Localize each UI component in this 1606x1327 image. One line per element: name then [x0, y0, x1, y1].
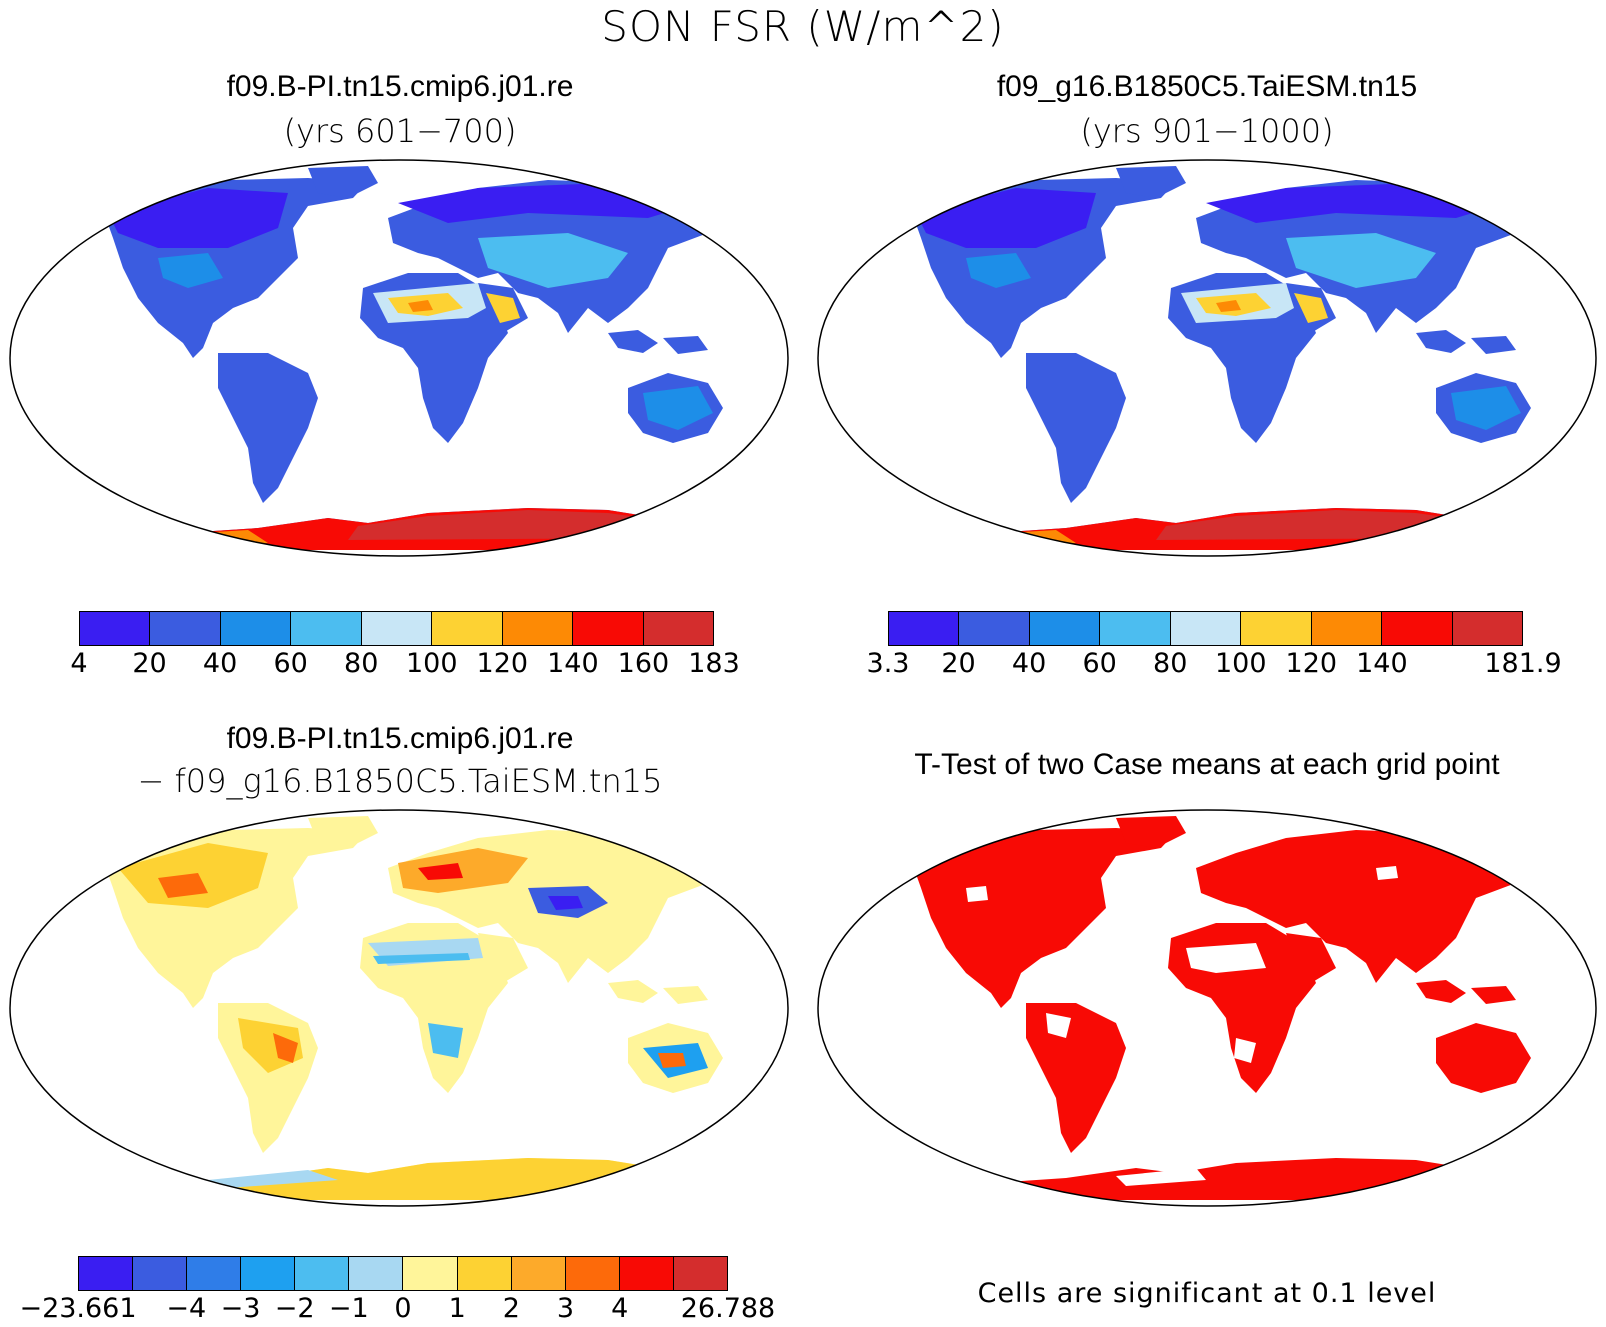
- colorbar-swatch: [241, 1257, 296, 1290]
- colorbar-tick-label: −4: [166, 1293, 207, 1324]
- colorbar-tick-label: 26.788: [680, 1293, 776, 1324]
- colorbar-tick-label: −2: [274, 1293, 315, 1324]
- colorbar-tick-label: 140: [1356, 648, 1408, 679]
- colorbar-tick-label: 120: [476, 648, 529, 679]
- colorbar-tick-label: 4: [70, 648, 88, 679]
- colorbar-swatch: [565, 1257, 620, 1290]
- colorbar-swatch: [457, 1257, 512, 1290]
- map-bottom-right: [816, 808, 1598, 1208]
- colorbar-tick-label: −1: [328, 1293, 369, 1324]
- colorbar-tick-label: 20: [132, 648, 167, 679]
- map-top-right: [816, 158, 1598, 558]
- colorbar-swatch: [361, 612, 433, 645]
- colorbar-swatch: [150, 612, 221, 645]
- colorbar-swatch: [1452, 612, 1522, 645]
- colorbar-swatch: [220, 612, 292, 645]
- colorbar-tick-label: 2: [502, 1293, 520, 1324]
- colorbar-tick-label: 80: [344, 648, 379, 679]
- colorbar-swatch: [1311, 612, 1383, 645]
- colorbar-tick-label: 3.3: [866, 648, 910, 679]
- colorbar-swatch: [1100, 612, 1171, 645]
- colorbar-tick-label: 100: [405, 648, 458, 679]
- colorbar-swatch: [291, 612, 362, 645]
- colorbar-tick-label: 20: [941, 648, 976, 679]
- colorbar-swatch: [1170, 612, 1242, 645]
- colorbar-swatch: [502, 612, 574, 645]
- colorbar-tick-label: 120: [1285, 648, 1338, 679]
- colorbar-tick-label: 4: [611, 1293, 629, 1324]
- figure-title: SON FSR (W/m^2): [601, 2, 1005, 51]
- colorbar-tick-label: 100: [1214, 648, 1267, 679]
- panel-title-bottom-left: f09.B-PI.tn15.cmip6.j01.re: [226, 722, 574, 755]
- colorbar-tick-label: 183: [688, 648, 740, 679]
- colorbar-tick-label: 40: [202, 648, 238, 679]
- panel-title-bottom-right: T-Test of two Case means at each grid po…: [914, 748, 1500, 781]
- panel-subtitle-top-right: (yrs 901−1000): [1080, 112, 1334, 150]
- colorbar-tick-label: 140: [547, 648, 599, 679]
- colorbar-bottom-left: [78, 1256, 728, 1291]
- colorbar-swatch: [79, 1257, 134, 1290]
- colorbar-swatch: [959, 612, 1030, 645]
- colorbar-swatch: [187, 1257, 242, 1290]
- colorbar-swatch: [1382, 612, 1453, 645]
- significance-note: Cells are significant at 0.1 level: [977, 1278, 1437, 1309]
- colorbar-tick-label: −3: [220, 1293, 261, 1324]
- map-top-left: [8, 158, 790, 558]
- colorbar-tick-label: 60: [273, 648, 308, 679]
- panel-title-top-left: f09.B-PI.tn15.cmip6.j01.re: [226, 70, 574, 103]
- colorbar-tick-label: 3: [556, 1293, 575, 1324]
- panel-subtitle-top-left: (yrs 601−700): [283, 112, 517, 150]
- colorbar-tick-label: 40: [1011, 648, 1047, 679]
- colorbar-swatch: [1241, 612, 1312, 645]
- panel-title-top-right: f09_g16.B1850C5.TaiESM.tn15: [996, 70, 1418, 103]
- colorbar-tick-label: −23.661: [19, 1293, 137, 1324]
- colorbar-swatch: [573, 612, 644, 645]
- colorbar-swatch: [511, 1257, 566, 1290]
- colorbar-swatch: [349, 1257, 404, 1290]
- colorbar-top-right: [888, 611, 1523, 646]
- colorbar-swatch: [1029, 612, 1101, 645]
- colorbar-swatch: [432, 612, 503, 645]
- colorbar-swatch: [889, 612, 960, 645]
- colorbar-swatch: [643, 612, 713, 645]
- colorbar-swatch: [80, 612, 151, 645]
- colorbar-swatch: [403, 1257, 458, 1290]
- colorbar-swatch: [133, 1257, 188, 1290]
- colorbar-swatch: [619, 1257, 674, 1290]
- colorbar-swatch: [673, 1257, 727, 1290]
- colorbar-swatch: [295, 1257, 350, 1290]
- colorbar-tick-label: 1: [448, 1293, 466, 1324]
- colorbar-top-left: [79, 611, 714, 646]
- colorbar-tick-label: 160: [617, 648, 670, 679]
- panel-subtitle-bottom-left: − f09_g16.B1850C5.TaiESM.tn15: [137, 762, 663, 800]
- colorbar-tick-label: 0: [394, 1293, 412, 1324]
- map-bottom-left: [8, 808, 790, 1208]
- colorbar-tick-label: 181.9: [1484, 648, 1562, 679]
- colorbar-tick-label: 60: [1082, 648, 1117, 679]
- colorbar-tick-label: 80: [1153, 648, 1188, 679]
